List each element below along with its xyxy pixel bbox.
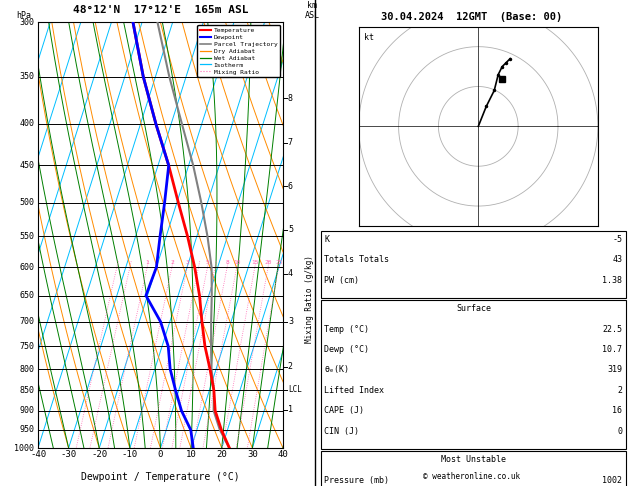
Text: 6: 6 <box>288 182 293 191</box>
Text: hPa: hPa <box>17 11 31 19</box>
Text: Pressure (mb): Pressure (mb) <box>325 476 389 485</box>
Text: 30: 30 <box>247 451 258 459</box>
Text: 40: 40 <box>277 451 288 459</box>
Text: 800: 800 <box>19 364 35 374</box>
Text: 750: 750 <box>19 342 35 351</box>
Text: 0: 0 <box>158 451 163 459</box>
Text: 3: 3 <box>186 260 189 265</box>
Text: 600: 600 <box>19 263 35 272</box>
Text: kt: kt <box>364 33 374 42</box>
Text: 10: 10 <box>233 260 241 265</box>
Text: 1002: 1002 <box>602 476 622 485</box>
Text: 43: 43 <box>612 255 622 264</box>
Text: 650: 650 <box>19 291 35 300</box>
Text: 900: 900 <box>19 406 35 415</box>
Text: 25: 25 <box>275 260 282 265</box>
Text: -20: -20 <box>91 451 108 459</box>
Text: 0: 0 <box>617 427 622 436</box>
Text: 8: 8 <box>226 260 230 265</box>
Text: Dewp (°C): Dewp (°C) <box>325 345 369 354</box>
Text: 500: 500 <box>19 198 35 207</box>
Text: -10: -10 <box>122 451 138 459</box>
Text: © weatheronline.co.uk: © weatheronline.co.uk <box>423 472 521 481</box>
Text: 15: 15 <box>252 260 259 265</box>
Text: 1: 1 <box>145 260 149 265</box>
Legend: Temperature, Dewpoint, Parcel Trajectory, Dry Adiabat, Wet Adiabat, Isotherm, Mi: Temperature, Dewpoint, Parcel Trajectory… <box>198 25 280 77</box>
Text: CAPE (J): CAPE (J) <box>325 406 364 416</box>
Text: 5: 5 <box>206 260 209 265</box>
Text: 2: 2 <box>617 386 622 395</box>
Text: PW (cm): PW (cm) <box>325 276 359 285</box>
Text: 22.5: 22.5 <box>602 325 622 334</box>
Text: 2: 2 <box>288 363 293 371</box>
Text: LCL: LCL <box>288 385 302 394</box>
Text: CIN (J): CIN (J) <box>325 427 359 436</box>
Text: Temp (°C): Temp (°C) <box>325 325 369 334</box>
Text: 850: 850 <box>19 386 35 395</box>
Text: 950: 950 <box>19 425 35 434</box>
Text: 4: 4 <box>288 269 293 278</box>
Text: 10.7: 10.7 <box>602 345 622 354</box>
Text: 1: 1 <box>288 405 293 415</box>
Text: 319: 319 <box>607 365 622 375</box>
Text: Dewpoint / Temperature (°C): Dewpoint / Temperature (°C) <box>81 472 240 482</box>
Text: 550: 550 <box>19 232 35 241</box>
Text: 300: 300 <box>19 17 35 27</box>
Text: Totals Totals: Totals Totals <box>325 255 389 264</box>
Text: 20: 20 <box>265 260 272 265</box>
Text: -30: -30 <box>60 451 77 459</box>
Text: Most Unstable: Most Unstable <box>441 455 506 465</box>
Text: -40: -40 <box>30 451 46 459</box>
Text: θₑ(K): θₑ(K) <box>325 365 350 375</box>
Text: 1000: 1000 <box>14 444 35 452</box>
Text: Lifted Index: Lifted Index <box>325 386 384 395</box>
Text: 30.04.2024  12GMT  (Base: 00): 30.04.2024 12GMT (Base: 00) <box>381 12 562 22</box>
Text: 8: 8 <box>288 94 293 103</box>
Text: 450: 450 <box>19 161 35 170</box>
Text: 400: 400 <box>19 119 35 128</box>
Text: -5: -5 <box>612 235 622 244</box>
Text: 1.38: 1.38 <box>602 276 622 285</box>
Text: 3: 3 <box>288 317 293 326</box>
Text: 16: 16 <box>612 406 622 416</box>
Text: km
ASL: km ASL <box>304 1 320 19</box>
Text: K: K <box>325 235 330 244</box>
Text: 5: 5 <box>288 226 293 234</box>
Text: 2: 2 <box>170 260 174 265</box>
Text: 20: 20 <box>216 451 227 459</box>
Text: Surface: Surface <box>456 304 491 313</box>
Text: 7: 7 <box>288 138 293 147</box>
Text: Mixing Ratio (g/kg): Mixing Ratio (g/kg) <box>306 255 314 343</box>
Text: 48°12'N  17°12'E  165m ASL: 48°12'N 17°12'E 165m ASL <box>73 5 248 15</box>
Text: 10: 10 <box>186 451 196 459</box>
Text: 350: 350 <box>19 72 35 81</box>
Text: 700: 700 <box>19 317 35 326</box>
